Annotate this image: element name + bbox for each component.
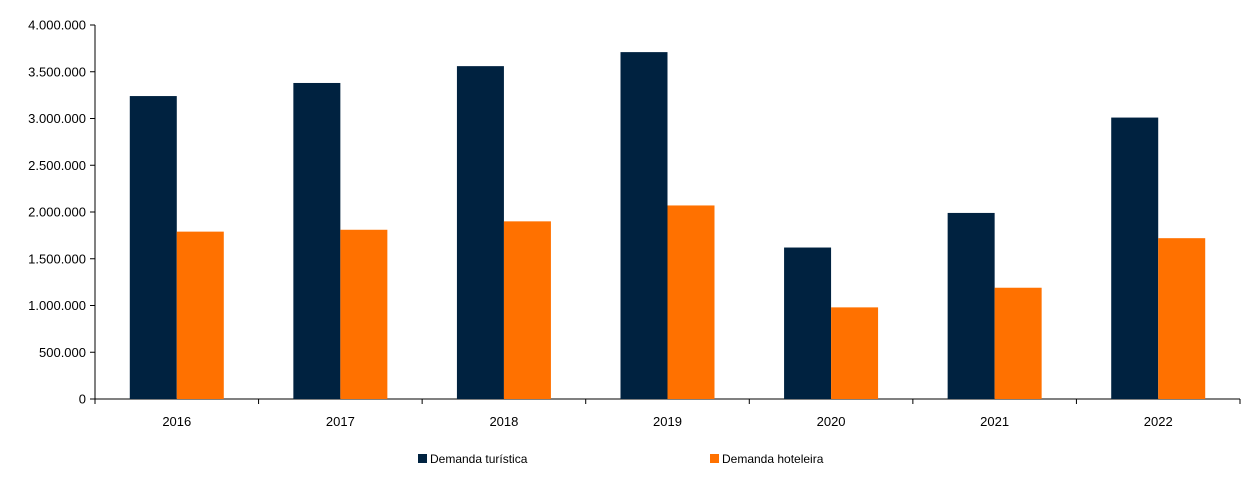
y-tick-label: 0 (79, 392, 86, 407)
bar-demanda-hoteleira (1158, 238, 1206, 399)
x-tick-label: 2017 (326, 414, 355, 429)
y-tick-label: 2.500.000 (28, 158, 86, 173)
legend-swatch (710, 454, 719, 463)
bar-demanda-hoteleira (831, 307, 879, 399)
y-tick-label: 1.500.000 (28, 251, 86, 266)
bar-demanda-turistica (129, 96, 177, 399)
bar-demanda-turistica (456, 66, 504, 399)
x-tick-label: 2019 (653, 414, 682, 429)
y-tick-label: 1.000.000 (28, 298, 86, 313)
y-tick-label: 500.000 (39, 345, 86, 360)
bar-demanda-turistica (620, 52, 668, 400)
legend-swatch (418, 454, 427, 463)
x-tick-label: 2018 (489, 414, 518, 429)
bar-demanda-turistica (1111, 117, 1159, 399)
bar-demanda-turistica (293, 82, 341, 399)
bar-demanda-hoteleira (667, 205, 715, 399)
bar-demanda-turistica (784, 247, 832, 399)
x-axis: 2016 2017 2018 2019 2020 2021 2022 (94, 398, 1241, 429)
y-tick-label: 2.000.000 (28, 205, 86, 220)
x-tick-label: 2020 (817, 414, 846, 429)
legend-label: Demanda turística (430, 452, 528, 466)
legend: Demanda turística Demanda hoteleira (418, 452, 824, 466)
bar-demanda-hoteleira (340, 229, 388, 399)
x-tick-label: 2016 (162, 414, 191, 429)
x-tick-label: 2021 (980, 414, 1009, 429)
y-tick-label: 4.000.000 (28, 18, 86, 33)
y-axis: 0 500.000 1.000.000 1.500.000 2.000.000 2.500… (28, 18, 96, 407)
bar-demanda-turistica (947, 212, 995, 399)
x-tick-label: 2022 (1144, 414, 1173, 429)
bars (129, 52, 1206, 400)
bar-demanda-hoteleira (994, 287, 1042, 399)
y-tick-label: 3.000.000 (28, 111, 86, 126)
bar-demanda-hoteleira (176, 231, 224, 399)
y-tick-label: 3.500.000 (28, 64, 86, 79)
legend-label: Demanda hoteleira (722, 452, 824, 466)
bar-demanda-hoteleira (503, 221, 551, 399)
